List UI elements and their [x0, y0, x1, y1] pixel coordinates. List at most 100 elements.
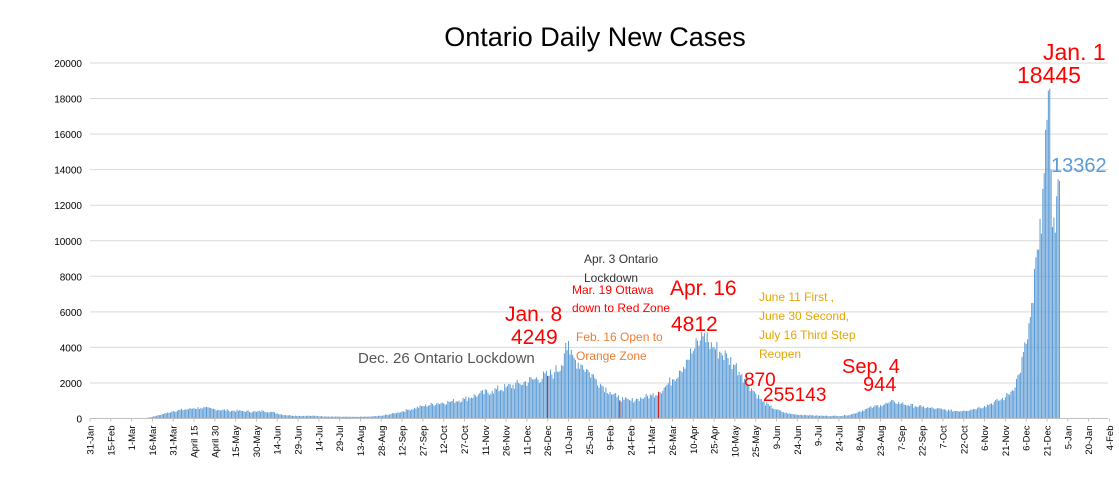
bar — [874, 405, 876, 419]
bar — [199, 409, 201, 419]
bar — [992, 404, 994, 419]
bar — [676, 378, 678, 419]
bar — [605, 387, 607, 419]
bar — [852, 414, 854, 419]
bar — [680, 370, 682, 419]
bar — [665, 386, 667, 419]
bar — [1042, 188, 1044, 419]
bar — [400, 412, 402, 419]
bar — [878, 407, 880, 419]
bar — [1043, 173, 1045, 419]
x-tick-label: 12-Oct — [439, 425, 450, 454]
bar — [599, 383, 601, 419]
bar — [880, 405, 882, 419]
bar — [975, 409, 977, 419]
annotation-jan8-label: Jan. 8 — [505, 303, 562, 326]
y-tick-label: 6000 — [60, 308, 83, 319]
bar — [262, 410, 264, 419]
bar — [178, 409, 180, 419]
bar — [491, 390, 493, 419]
bar — [297, 415, 299, 419]
bar — [556, 371, 558, 419]
bar — [544, 373, 546, 419]
bar — [884, 404, 886, 419]
bar — [941, 408, 943, 419]
bar — [189, 407, 191, 419]
bar — [161, 414, 163, 419]
bar — [218, 410, 220, 419]
bar — [412, 409, 414, 419]
bar — [181, 408, 183, 419]
bar — [635, 398, 637, 419]
bar — [1031, 303, 1033, 419]
bar — [867, 407, 869, 419]
bar — [279, 414, 281, 419]
bar — [572, 355, 574, 419]
bar — [778, 410, 780, 419]
bar — [762, 401, 764, 419]
bar — [427, 405, 429, 419]
bar — [631, 398, 633, 419]
bar — [362, 416, 364, 419]
annotation-reopen-line1: June 11 First , — [759, 290, 834, 304]
y-tick-label: 0 — [76, 415, 82, 426]
bar — [255, 411, 257, 419]
bar — [280, 414, 282, 419]
bar — [784, 412, 786, 419]
bar — [493, 393, 495, 419]
bar — [738, 371, 740, 419]
bar — [881, 406, 883, 419]
bar — [193, 408, 195, 419]
bar — [674, 381, 676, 419]
bar — [372, 416, 374, 419]
bar — [411, 409, 413, 419]
bar — [595, 379, 597, 419]
bar — [314, 415, 316, 419]
x-tick-label: 27-Sep — [418, 426, 429, 457]
bar — [439, 404, 440, 419]
bar — [475, 395, 477, 419]
bar — [569, 354, 571, 419]
bar — [791, 413, 793, 419]
bar — [612, 394, 614, 419]
bar — [305, 415, 307, 419]
bar — [776, 409, 778, 419]
bar — [842, 415, 844, 419]
bar — [938, 408, 940, 419]
bar — [443, 403, 445, 419]
bar — [567, 340, 569, 419]
bar — [196, 408, 198, 419]
bar — [433, 405, 435, 419]
bar — [1058, 180, 1060, 419]
bar — [690, 348, 692, 419]
bar — [803, 414, 805, 419]
bar — [376, 416, 378, 419]
bar — [167, 412, 169, 419]
bar — [716, 341, 718, 419]
bar — [171, 411, 173, 419]
bar — [899, 404, 901, 419]
bar — [457, 401, 459, 419]
y-tick-label: 4000 — [60, 343, 83, 354]
bar — [407, 409, 409, 419]
bar — [709, 348, 711, 419]
bar — [375, 416, 377, 419]
bar — [623, 399, 625, 419]
bar — [1047, 90, 1049, 419]
bar — [889, 401, 891, 419]
x-tick-label: 23-Aug — [876, 426, 887, 457]
bar — [246, 410, 248, 419]
x-tick-label: 9-Jun — [772, 426, 783, 450]
bar — [1049, 88, 1051, 419]
bar — [856, 412, 858, 419]
bar — [505, 387, 507, 419]
bar — [911, 403, 913, 419]
bar — [1018, 374, 1020, 419]
bar — [717, 358, 719, 419]
bar — [291, 415, 293, 419]
bar — [211, 408, 213, 419]
bar — [153, 416, 155, 419]
bar — [536, 377, 538, 419]
bar — [1032, 302, 1034, 419]
bar — [484, 389, 486, 419]
